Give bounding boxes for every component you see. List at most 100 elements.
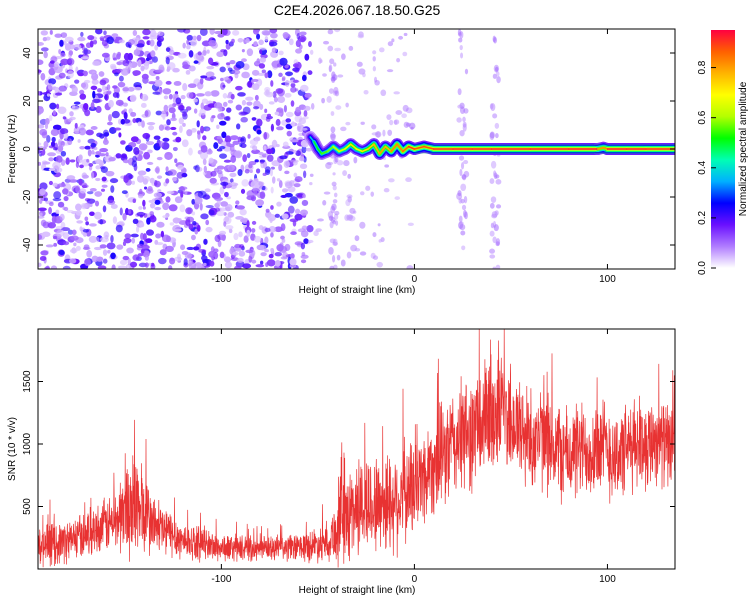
noise-cell [38,161,42,166]
noise-cell [67,70,74,79]
noise-cell [62,116,67,120]
noise-cell [251,149,261,155]
noise-cell [129,261,138,268]
noise-cell [106,84,111,91]
noise-cell [102,139,109,146]
noise-cell [144,110,149,117]
noise-cell [90,126,98,130]
noise-cell [86,158,90,163]
noise-cell [58,250,65,256]
noise-cell [199,29,208,36]
noise-cell [256,33,261,40]
noise-cell [388,178,395,183]
noise-cell [101,184,108,188]
noise-cell [346,194,353,199]
noise-cell [71,104,76,109]
noise-cell [251,228,256,233]
noise-cell [83,232,87,237]
noise-cell [303,109,308,117]
noise-cell [127,209,132,215]
noise-cell [51,215,57,224]
noise-cell [217,113,225,120]
noise-cell [231,38,235,44]
noise-cell [232,29,240,36]
noise-cell [213,102,223,109]
noise-cell [68,50,74,56]
noise-cell [144,262,149,268]
spectrogram-y-axis-label: Frequency (Hz) [7,115,18,184]
noise-cell [136,174,145,183]
noise-cell [203,262,207,267]
noise-cell [168,204,178,212]
noise-cell [118,220,125,225]
noise-cell [495,204,502,209]
noise-cell [132,218,139,224]
noise-cell [490,222,494,229]
noise-cell [55,92,63,96]
noise-cell [294,241,303,246]
noise-cell [329,238,336,244]
noise-cell [403,32,408,36]
noise-cell [333,192,338,198]
noise-cell [84,258,91,267]
noise-cell [309,181,313,186]
noise-cell [279,57,288,66]
noise-cell [165,235,171,243]
noise-cell [321,97,325,104]
noise-cell [260,252,267,257]
noise-cell [38,207,47,212]
noise-cell [457,29,462,36]
noise-cell [188,223,194,230]
noise-cell [494,122,500,129]
noise-cell [245,96,254,101]
noise-cell [464,211,468,220]
signal-segment [355,148,364,153]
noise-cell [463,108,469,114]
noise-cell [168,49,175,55]
noise-cell [90,102,95,110]
noise-cell [69,111,74,117]
y-tick-label: -40 [22,237,33,252]
noise-cell [137,59,142,68]
noise-cell [223,221,227,227]
noise-cell [329,221,334,229]
noise-cell [162,137,170,142]
noise-cell [95,236,100,243]
noise-cell [180,95,186,100]
noise-cell [255,168,261,174]
noise-cell [156,40,162,47]
noise-cell [268,253,274,259]
noise-cell [222,101,228,107]
noise-cell [150,50,156,58]
snr-x-axis-label: Height of straight line (km) [299,585,416,596]
noise-cell [122,85,130,94]
noise-cell [56,229,65,237]
noise-cell [73,242,77,247]
noise-cell [79,89,85,95]
noise-cell [48,78,57,85]
noise-cell [96,132,103,138]
noise-cell [106,90,112,95]
noise-cell [172,228,182,232]
noise-cell [191,127,197,133]
colorbar-tick-label: 0.6 [697,110,708,124]
noise-cell [174,196,183,204]
noise-cell [330,132,336,141]
noise-cell [111,264,116,269]
noise-cell [86,198,96,204]
noise-cell [269,41,278,47]
noise-cell [186,92,194,99]
noise-cell [93,246,102,251]
noise-cell [85,129,94,136]
noise-cell [295,106,301,113]
noise-cell [46,135,51,143]
noise-cell [102,129,109,138]
noise-cell [219,153,228,159]
noise-cell [264,35,269,42]
noise-cell [225,225,234,230]
noise-cell [130,111,137,117]
noise-cell [284,170,290,175]
noise-cell [285,118,292,123]
noise-cell [274,260,281,267]
noise-cell [308,41,312,48]
